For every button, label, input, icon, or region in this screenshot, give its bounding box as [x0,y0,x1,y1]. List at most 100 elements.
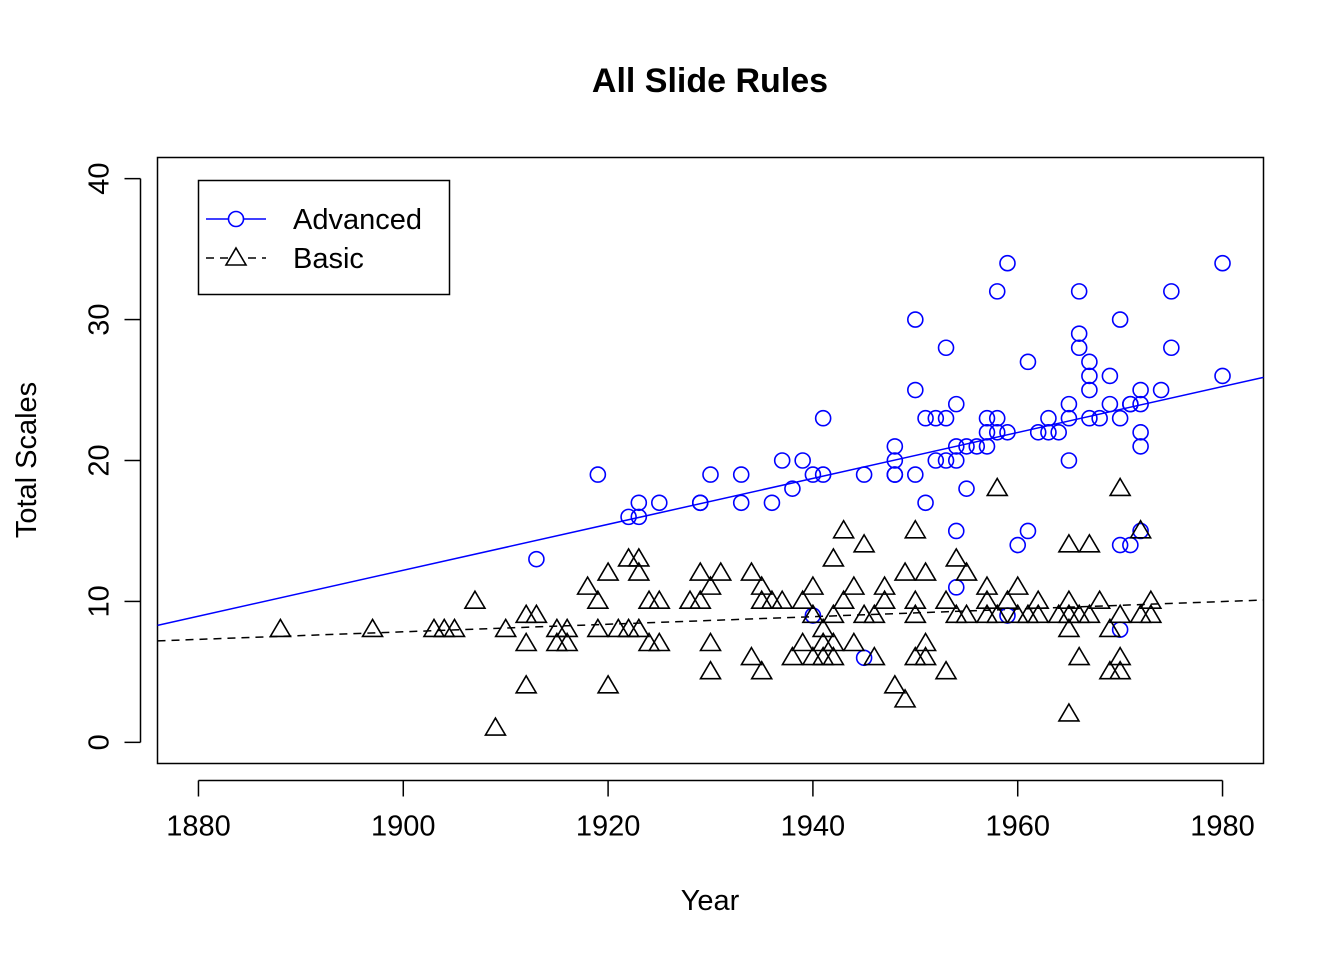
point-basic [443,617,466,638]
point-basic [842,631,866,652]
point-advanced [1132,381,1149,399]
point-advanced [886,466,904,483]
point-basic [903,519,927,539]
point-basic [770,589,794,610]
point-basic [791,589,815,610]
point-basic [1067,646,1091,666]
y-axis: 0 10 20 30 40 [84,163,142,750]
point-advanced [1163,339,1180,357]
point-advanced [937,409,955,427]
x-tick-label: 1880 [166,811,231,843]
plot-area-border [156,156,1265,765]
point-basic [463,589,487,610]
point-advanced [804,466,822,483]
point-advanced [1019,353,1037,371]
point-basic [1108,660,1132,680]
point-basic [873,589,896,610]
point-advanced [1132,395,1149,413]
point-advanced [794,452,811,469]
point-basic [955,603,978,624]
y-tick-label: 20 [84,444,116,476]
point-basic [494,617,518,638]
point-basic [627,561,651,581]
point-basic [801,603,825,624]
point-advanced [855,466,873,483]
point-advanced [917,409,934,427]
point-basic [750,575,774,595]
legend-advanced-marker [227,210,245,228]
point-advanced [937,452,955,469]
point-advanced [1040,409,1057,427]
point-advanced [907,381,924,399]
point-basic [1108,603,1132,624]
point-basic [709,561,733,581]
point-advanced [988,424,1006,441]
point-basic [586,617,610,638]
point-basic [873,575,896,595]
point-basic [514,603,538,624]
point-advanced [1122,536,1139,554]
series-basic [268,476,1163,736]
point-advanced [1101,395,1119,413]
point-basic [1057,617,1081,638]
point-basic [678,589,702,610]
point-basic [832,519,856,539]
point-advanced [1214,367,1231,385]
point-basic [1108,646,1132,666]
point-basic [555,631,579,652]
point-advanced [927,452,945,469]
chart-title: All Slide Rules [592,62,828,100]
point-advanced [988,409,1006,427]
point-basic [576,575,600,595]
point-basic [740,646,763,666]
point-advanced [1070,339,1088,357]
point-basic [821,646,845,666]
point-advanced [763,494,781,512]
point-advanced [968,438,986,455]
point-advanced [1091,409,1108,427]
trend-line-advanced [157,376,1264,627]
x-tick-label: 1960 [985,811,1050,843]
point-basic [821,603,845,624]
point-advanced [1081,367,1098,385]
point-basic [484,716,507,736]
point-advanced [620,508,637,526]
point-advanced [1081,409,1098,427]
point-advanced [589,466,607,483]
point-basic [617,617,640,638]
legend-item-advanced: Advanced [206,204,422,236]
point-basic [627,547,651,567]
legend: Advanced Basic [197,179,451,296]
point-advanced [958,438,975,455]
point-advanced [1070,283,1088,300]
legend-item-basic: Basic [206,243,364,275]
point-advanced [947,522,965,540]
point-advanced [937,339,955,357]
point-basic [893,561,917,581]
point-basic [514,631,538,652]
point-advanced [814,466,832,483]
point-basic [903,589,927,610]
point-basic [1098,617,1122,638]
point-advanced [1060,395,1078,413]
point-basic [422,617,446,638]
point-advanced [1101,367,1119,385]
y-axis-label: Total Scales [11,382,43,538]
point-advanced [1132,438,1149,455]
point-basic [1088,589,1112,610]
point-basic [842,575,866,595]
point-basic [985,476,1009,497]
point-basic [1078,603,1101,624]
point-basic [361,617,384,638]
point-basic [1057,533,1081,553]
point-basic [852,533,876,553]
point-basic [903,603,927,624]
point-basic [975,575,999,595]
point-advanced [1081,353,1098,371]
point-advanced [691,494,709,512]
point-advanced [1060,409,1078,427]
point-advanced [630,508,648,526]
point-basic [647,589,671,610]
point-advanced [988,283,1006,300]
point-advanced [814,409,832,427]
